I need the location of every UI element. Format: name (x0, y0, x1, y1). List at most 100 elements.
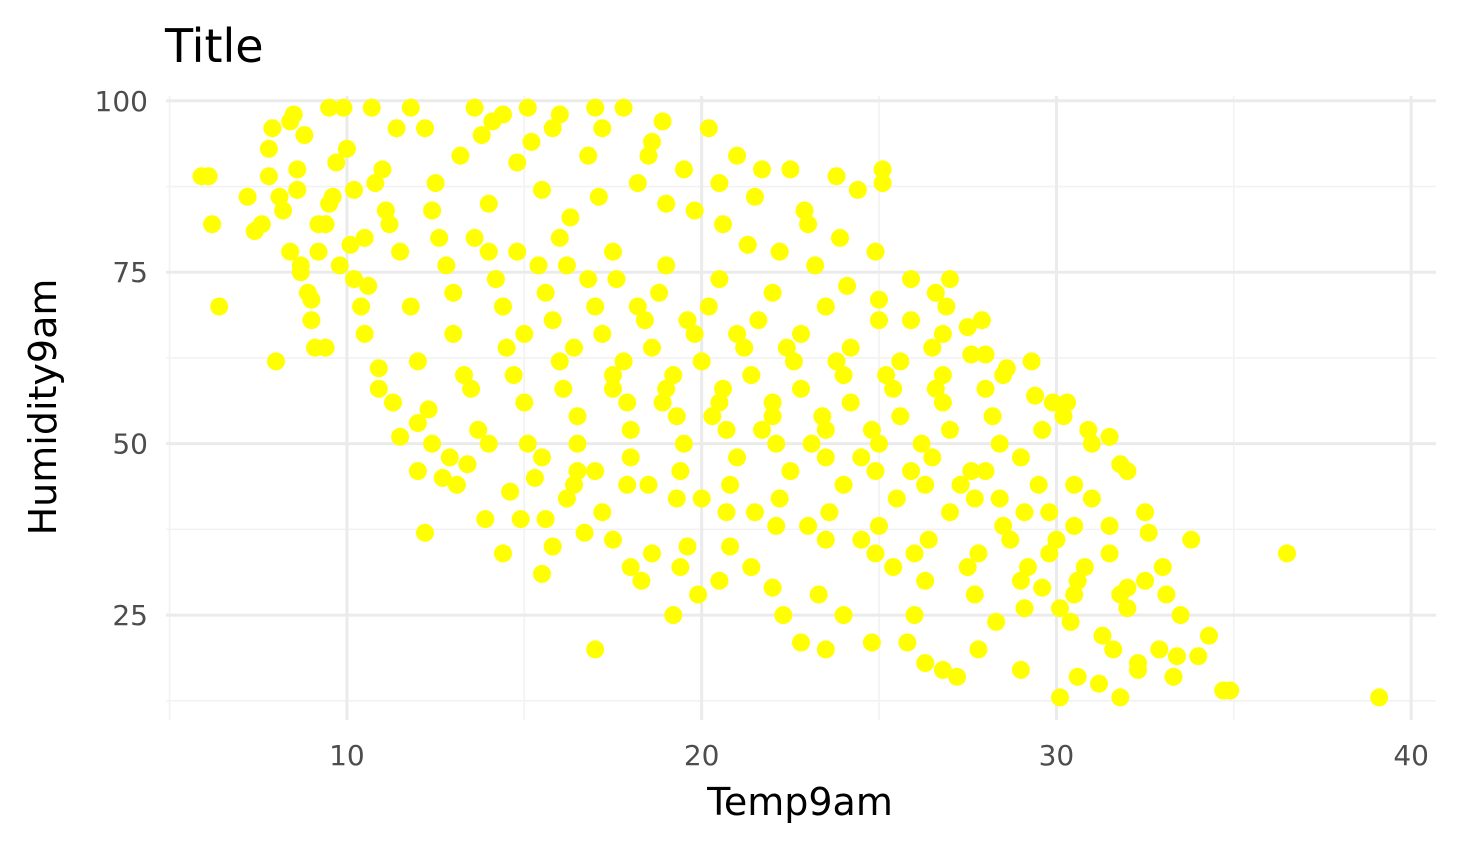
data-point (969, 640, 988, 659)
data-point (799, 516, 818, 535)
data-point (891, 407, 910, 426)
data-point (462, 379, 481, 398)
data-point (281, 242, 300, 261)
data-point (614, 98, 633, 117)
data-point (614, 352, 633, 371)
data-point (639, 475, 658, 494)
data-point (678, 311, 697, 330)
data-point (834, 475, 853, 494)
data-point (862, 420, 881, 439)
data-point (1278, 544, 1296, 563)
data-point (369, 359, 388, 378)
data-point (479, 434, 498, 453)
data-point (933, 660, 952, 679)
data-point (873, 174, 892, 193)
data-point (416, 119, 434, 138)
data-point (575, 523, 594, 542)
data-point (699, 119, 718, 138)
data-point (965, 489, 984, 508)
data-point (1100, 544, 1119, 563)
data-point (792, 633, 810, 652)
data-point (916, 571, 935, 590)
data-point (976, 462, 995, 481)
data-point (671, 558, 690, 577)
data-point (373, 160, 392, 179)
data-point (742, 366, 761, 385)
data-point (753, 160, 771, 179)
data-point (423, 434, 442, 453)
data-point (657, 194, 676, 213)
data-point (557, 489, 576, 508)
data-point (604, 530, 622, 549)
data-point (1171, 606, 1190, 625)
data-point (320, 98, 339, 117)
data-point (951, 475, 970, 494)
data-point (710, 571, 729, 590)
data-point (664, 366, 683, 385)
data-point (777, 338, 796, 357)
data-points (192, 98, 1389, 707)
data-point (1093, 626, 1112, 645)
data-point (714, 215, 732, 234)
data-point (533, 448, 551, 467)
data-point (1118, 599, 1137, 618)
data-point (990, 434, 1009, 453)
data-point (774, 606, 793, 625)
data-point (870, 311, 888, 330)
data-point (678, 537, 697, 556)
data-point (437, 256, 456, 275)
data-point (902, 462, 920, 481)
data-point (831, 228, 849, 247)
data-point (870, 434, 888, 453)
data-point (203, 215, 222, 234)
data-point (965, 585, 984, 604)
data-point (586, 640, 605, 659)
data-point (543, 311, 562, 330)
data-point (1129, 654, 1147, 673)
data-point (494, 297, 512, 316)
data-point (919, 530, 938, 549)
data-point (1100, 516, 1119, 535)
data-point (1150, 640, 1169, 659)
data-point (933, 324, 952, 343)
data-point (1200, 626, 1218, 645)
data-point (518, 98, 537, 117)
data-point (384, 393, 402, 412)
data-point (1029, 475, 1048, 494)
data-point (969, 544, 988, 563)
data-point (345, 270, 363, 289)
data-point (465, 98, 484, 117)
data-point (671, 462, 690, 481)
data-point (458, 455, 477, 474)
data-point (941, 420, 959, 439)
data-point (763, 393, 782, 412)
data-point (362, 98, 381, 117)
data-point (199, 167, 218, 186)
data-point (941, 503, 959, 522)
data-point (898, 633, 917, 652)
data-point (628, 174, 647, 193)
y-tick-label: 25 (112, 599, 148, 632)
data-point (674, 434, 693, 453)
data-point (866, 242, 885, 261)
data-point (479, 194, 498, 213)
data-point (565, 338, 583, 357)
data-point (905, 544, 924, 563)
data-point (447, 475, 466, 494)
data-point (685, 324, 704, 343)
data-point (320, 194, 339, 213)
data-point (288, 180, 307, 199)
data-point (923, 338, 942, 357)
data-point (1011, 448, 1030, 467)
data-point (345, 180, 363, 199)
data-point (933, 393, 952, 412)
data-point (916, 475, 935, 494)
data-point (465, 228, 484, 247)
y-tick-label: 100 (95, 85, 148, 118)
data-point (1104, 640, 1123, 659)
data-point (586, 297, 605, 316)
chart-title: Title (164, 19, 264, 73)
data-point (763, 578, 782, 597)
data-point (990, 489, 1009, 508)
data-point (550, 228, 569, 247)
